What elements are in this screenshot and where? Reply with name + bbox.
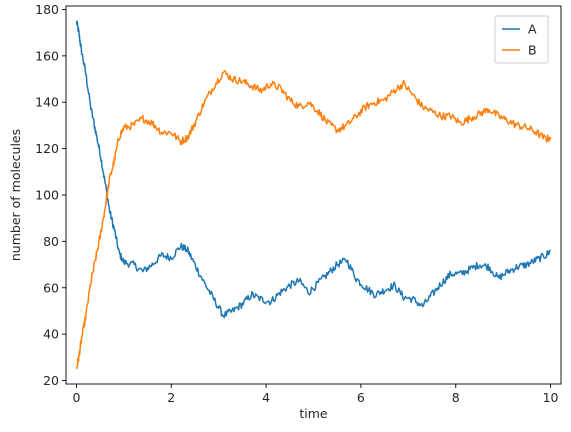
series-layer — [75, 20, 552, 370]
x-axis-label: time — [299, 406, 328, 421]
y-tick-label: 60 — [43, 280, 59, 295]
series-line-b — [75, 70, 552, 370]
x-tick-label: 8 — [452, 390, 460, 405]
y-tick-label: 100 — [35, 188, 59, 203]
y-axis-label: number of molecules — [8, 129, 23, 261]
y-tick-label: 140 — [35, 95, 59, 110]
y-tick-label: 20 — [43, 373, 59, 388]
legend-box — [494, 15, 549, 64]
y-tick-label: 120 — [35, 141, 59, 156]
x-tick-label: 6 — [357, 390, 365, 405]
x-tick-label: 4 — [262, 390, 270, 405]
series-line-a — [75, 20, 551, 319]
y-tick-label: 160 — [35, 48, 59, 63]
y-tick-label: 80 — [43, 234, 59, 249]
x-tick-label: 0 — [72, 390, 80, 405]
legend: A B — [494, 15, 549, 64]
legend-label-b: B — [528, 43, 537, 58]
x-tick-label: 2 — [167, 390, 175, 405]
axes-layer: 0 2 4 6 8 10 20 40 60 80 100 120 140 160 180 — [35, 2, 562, 405]
y-tick-label: 40 — [43, 327, 59, 342]
legend-label-a: A — [528, 22, 537, 37]
y-tick-label: 180 — [35, 2, 59, 17]
x-tick-label: 10 — [543, 390, 559, 405]
